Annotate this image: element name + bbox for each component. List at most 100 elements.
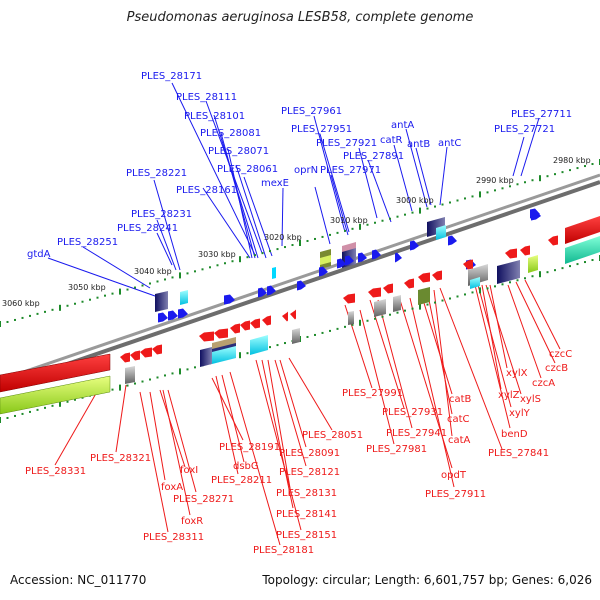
- gene-label: PLES_28151: [276, 530, 337, 541]
- ruler-tick: [269, 250, 271, 253]
- gene-arrow: [240, 320, 250, 331]
- gene-label: PLES_28251: [57, 237, 118, 248]
- gene-label: catC: [447, 414, 470, 425]
- ruler-tick: [89, 298, 91, 301]
- gene-arrow: [395, 252, 402, 263]
- feature-red-right: [565, 216, 600, 244]
- ruler-tick: [111, 388, 114, 391]
- ruler-tick: [539, 271, 541, 278]
- gene-arrow: [448, 235, 457, 246]
- gene-label: catA: [448, 435, 471, 446]
- ruler-tick: [321, 235, 324, 238]
- ruler-tick: [344, 325, 346, 328]
- ruler-tick: [246, 256, 249, 259]
- gene-label: czcB: [545, 363, 568, 374]
- ruler-tick: [434, 205, 436, 208]
- ruler-tick: [14, 318, 16, 321]
- feature-cyan-3: [436, 225, 446, 240]
- ruler-tick: [194, 366, 196, 369]
- gene-arrow: [337, 258, 346, 269]
- ruler-tick: [156, 280, 159, 283]
- gene-label: PLES_28081: [200, 128, 261, 139]
- gene-arrow: [345, 255, 354, 266]
- ruler-tick: [344, 229, 346, 232]
- feature-grey-4: [393, 295, 401, 312]
- gene-label: antA: [391, 120, 414, 131]
- gene-label: PLES_27991: [342, 388, 403, 399]
- gene-arrow: [152, 344, 162, 355]
- ruler-tick: [276, 248, 279, 251]
- gene-label: xylY: [509, 408, 531, 419]
- gene-label: PLES_27891: [343, 151, 404, 162]
- ruler-tick: [0, 321, 1, 327]
- ruler-tick: [66, 304, 69, 307]
- gene-label: PLES_28271: [173, 494, 234, 505]
- ruler-tick: [254, 254, 256, 257]
- gene-label: czcA: [532, 378, 555, 389]
- ruler-tick: [306, 335, 309, 338]
- ruler-tick: [231, 260, 234, 263]
- ruler-tick: [516, 279, 519, 282]
- reverse-labels: PLES_28331 PLES_28321 foxA foxI PLES_282…: [25, 349, 572, 556]
- gene-label: dsbG: [233, 461, 259, 472]
- ruler-tick: [21, 412, 24, 415]
- ruler-tick: [509, 185, 511, 188]
- gene-arrow: [130, 350, 140, 361]
- ruler-tick: [411, 211, 414, 214]
- ruler-tick: [126, 384, 129, 387]
- gene-arrow: [120, 352, 130, 363]
- forward-labels: PLES_28171 PLES_28111 PLES_28101 PLES_28…: [27, 71, 572, 260]
- ruler-tick: [21, 316, 24, 319]
- ruler-tick: [449, 297, 451, 300]
- ruler-tick: [314, 237, 316, 240]
- ruler-tick: [239, 352, 241, 359]
- ruler-tick: [464, 293, 466, 296]
- ruler-tick: [531, 179, 534, 182]
- ruler-tick: [359, 223, 361, 230]
- feature-olive-2: [320, 255, 331, 265]
- gene-label: czcC: [549, 349, 572, 360]
- gene-label: PLES_28121: [279, 467, 340, 478]
- ruler-tick: [66, 400, 69, 403]
- feature-teal-right: [565, 236, 600, 264]
- gene-label: PLES_28331: [25, 466, 86, 477]
- ruler-tick: [269, 346, 271, 349]
- feature-navy-1: [155, 291, 168, 312]
- gene-label: PLES_28171: [141, 71, 202, 82]
- gene-arrow: [505, 248, 517, 259]
- scale-label: 3040 kbp: [134, 267, 172, 276]
- gene-label: xylS: [520, 394, 541, 405]
- map-title: Pseudomonas aeruginosa LESB58, complete …: [126, 10, 474, 25]
- gene-arrow: [404, 278, 414, 289]
- ruler-tick: [494, 189, 496, 192]
- ruler-tick: [134, 382, 136, 385]
- ruler-tick: [44, 310, 46, 313]
- ruler-tick: [359, 319, 361, 326]
- feature-navy-2: [200, 347, 212, 367]
- ruler-tick: [381, 315, 384, 318]
- gene-label: PLES_28141: [276, 509, 337, 520]
- gene-arrow: [297, 280, 306, 291]
- ruler-tick: [156, 376, 159, 379]
- gene-arrow: [319, 266, 328, 277]
- ruler-tick: [381, 219, 384, 222]
- ruler-tick: [501, 187, 504, 190]
- ruler-tick: [171, 372, 174, 375]
- ruler-tick: [366, 223, 369, 226]
- gene-label: PLES_28061: [217, 164, 278, 175]
- ruler-tick: [74, 302, 76, 305]
- gene-label: foxR: [181, 516, 203, 527]
- ruler-tick: [74, 398, 76, 401]
- ruler-tick: [426, 207, 429, 210]
- ruler-tick: [546, 175, 549, 178]
- ruler-tick: [374, 221, 376, 224]
- ruler-tick: [179, 272, 181, 279]
- ruler-tick: [389, 217, 391, 220]
- gene-arrow: [530, 208, 540, 219]
- ruler-tick: [336, 327, 339, 330]
- ruler-tick: [554, 269, 556, 272]
- ruler-tick: [149, 282, 151, 285]
- ruler-tick: [6, 416, 9, 419]
- ruler-tick: [456, 199, 459, 202]
- feature-cyan-1: [180, 290, 188, 305]
